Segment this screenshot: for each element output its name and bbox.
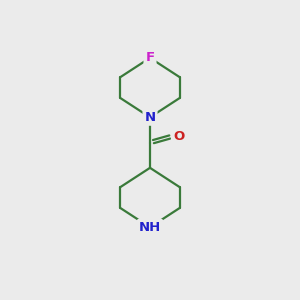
Text: F: F [146, 51, 154, 64]
Text: O: O [173, 130, 184, 142]
Text: N: N [144, 111, 156, 124]
Text: NH: NH [139, 221, 161, 234]
